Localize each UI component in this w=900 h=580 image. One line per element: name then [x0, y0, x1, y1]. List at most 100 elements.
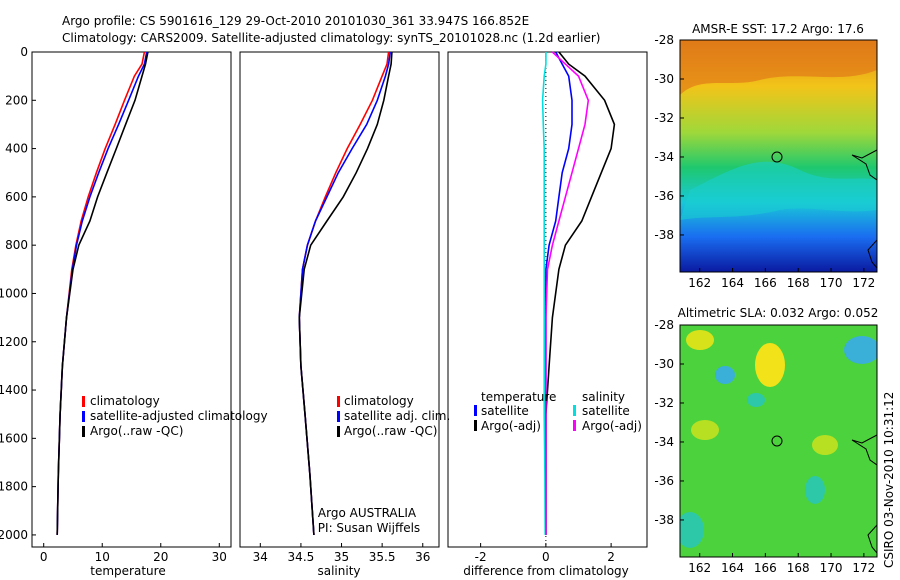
x-tick-label: 35 [334, 550, 349, 564]
y-tick-label: 1400 [0, 383, 28, 397]
legend-swatch-satellite-temp [474, 405, 477, 416]
x-tick-label: 34.5 [288, 550, 315, 564]
sst-coastline [851, 149, 877, 269]
y-tick-label: 600 [5, 190, 28, 204]
series-line-climatology [298, 51, 390, 535]
sla-high-anomaly [686, 330, 714, 350]
legend-temperature-title: temperature [481, 390, 556, 404]
legend-satellite-temp: satellite [481, 404, 529, 418]
x-tick-label: 0 [542, 550, 550, 564]
header-line1: Argo profile: CS 5901616_129 29-Oct-2010… [62, 14, 529, 28]
legend-swatch-argo-temp [474, 420, 477, 431]
map-y-tick-label: -34 [654, 150, 674, 164]
map-x-tick-label: 172 [852, 561, 875, 575]
salinity-legend: climatology satellite adj. clim. Argo(..… [337, 394, 450, 438]
legend-argo-sal: Argo(-adj) [582, 419, 642, 433]
legend-satellite-sal: satellite [582, 404, 630, 418]
salinity-plot-frame [239, 51, 440, 548]
map-x-tick-label: 166 [754, 276, 777, 290]
x-tick-label: 0 [40, 550, 48, 564]
difference-xlabel: difference from climatology [463, 564, 629, 578]
legend-swatch-argo [337, 426, 340, 437]
x-tick-label: 30 [212, 550, 227, 564]
annotation-pi: PI: Susan Wijffels [318, 521, 420, 535]
series-line-argo-raw-qc- [56, 51, 149, 535]
x-tick-label: 34 [253, 550, 268, 564]
map-y-tick-label: -38 [654, 228, 674, 242]
sst-cyan-tongue [680, 161, 877, 220]
map-x-tick-label: 168 [787, 276, 810, 290]
map-x-tick-label: 164 [721, 561, 744, 575]
salinity-xlabel: salinity [317, 564, 360, 578]
sla-map-title: Altimetric SLA: 0.032 Argo: 0.052 [678, 306, 879, 320]
sla-high-anomaly [755, 343, 785, 387]
sst-argo-marker [771, 151, 783, 163]
sla-argo-marker [771, 435, 783, 447]
series-line-satellite-temperature- [545, 51, 573, 535]
temperature-xlabel: temperature [90, 564, 165, 578]
map-x-tick-label: 170 [820, 561, 843, 575]
x-tick-label: 2 [607, 550, 615, 564]
sst-map-frame [679, 39, 878, 273]
series-line-argo-adj-temperature- [545, 51, 616, 535]
difference-legend: temperature satellite Argo(-adj) salinit… [474, 390, 642, 433]
sla-low-anomaly [715, 366, 735, 384]
map-x-tick-label: 162 [688, 561, 711, 575]
temperature-panel: 0 200 400 600 800 1000 1200 1400 1600 1800 2000 0 1… [0, 45, 268, 578]
series-line-satellite-adjusted-climatology [56, 51, 148, 535]
map-y-tick-label: -34 [654, 435, 674, 449]
sla-coastline [851, 434, 877, 554]
series-line-argo-raw-qc- [298, 51, 393, 535]
difference-panel: -2 0 2 difference from climatology tempera… [447, 51, 648, 578]
annotation-argo-australia: Argo AUSTRALIA [318, 506, 417, 520]
credit-stamp: CSIRO 03-Nov-2010 10:31:12 [882, 392, 896, 568]
sst-map-panel: AMSR-E SST: 17.2 Argo: 17.6 162 164 166 168… [654, 22, 878, 290]
x-tick-label: 35.5 [369, 550, 396, 564]
y-tick-label: 2000 [0, 528, 28, 542]
x-tick-label: 20 [153, 550, 168, 564]
sst-warm-patch [680, 40, 877, 95]
map-y-tick-label: -30 [654, 72, 674, 86]
sst-map-title: AMSR-E SST: 17.2 Argo: 17.6 [692, 22, 864, 36]
legend-swatch-satellite [337, 411, 340, 422]
map-y-tick-label: -28 [654, 33, 674, 47]
legend-argo-temp: Argo(-adj) [481, 419, 541, 433]
legend-satellite-adjusted: satellite-adjusted climatology [90, 409, 268, 423]
y-tick-label: 800 [5, 238, 28, 252]
x-tick-label: -2 [475, 550, 487, 564]
legend-satellite-adj: satellite adj. clim. [344, 409, 450, 423]
sla-map-frame [679, 324, 878, 558]
legend-swatch-argo [82, 426, 85, 437]
map-x-tick-label: 168 [787, 561, 810, 575]
sla-high-anomaly [812, 435, 838, 455]
legend-swatch-satellite [82, 411, 85, 422]
legend-argo: Argo(..raw -QC) [90, 424, 183, 438]
y-tick-label: 1800 [0, 480, 28, 494]
y-tick-label: 400 [5, 142, 28, 156]
legend-climatology: climatology [344, 394, 414, 408]
sla-map-panel: Altimetric SLA: 0.032 Argo: 0.052 162 164… [654, 306, 879, 575]
map-y-tick-label: -28 [654, 318, 674, 332]
legend-argo: Argo(..raw -QC) [344, 424, 437, 438]
map-x-tick-label: 166 [754, 561, 777, 575]
temperature-legend: climatology satellite-adjusted climatolo… [82, 394, 268, 438]
map-y-tick-label: -30 [654, 357, 674, 371]
sla-low-anomaly [680, 512, 704, 548]
map-x-tick-label: 164 [721, 276, 744, 290]
header-line2: Climatology: CARS2009. Satellite-adjuste… [62, 31, 600, 45]
x-tick-label: 36 [415, 550, 430, 564]
legend-salinity-title: salinity [582, 390, 625, 404]
y-tick-label: 0 [20, 45, 28, 59]
map-x-tick-label: 170 [820, 276, 843, 290]
legend-swatch-climatology [82, 396, 85, 407]
map-x-tick-label: 162 [688, 276, 711, 290]
x-tick-label: 10 [95, 550, 110, 564]
map-y-tick-label: -36 [654, 189, 674, 203]
map-y-tick-label: -36 [654, 474, 674, 488]
y-tick-label: 1600 [0, 431, 28, 445]
salinity-panel: 34 34.5 35 35.5 36 salinity climatology sate… [239, 51, 450, 578]
difference-plot-frame [447, 51, 648, 548]
y-tick-label: 1200 [0, 335, 28, 349]
map-y-tick-label: -32 [654, 396, 674, 410]
